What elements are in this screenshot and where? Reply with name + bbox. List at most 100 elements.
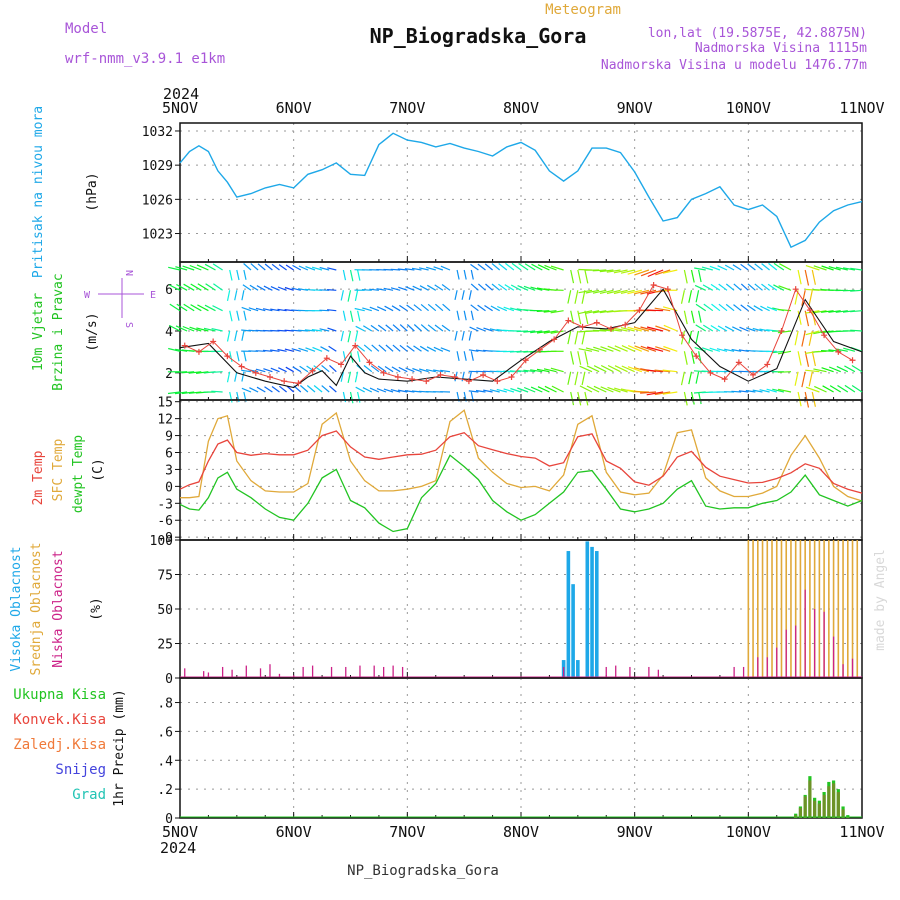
pressure-ylabel: Pritisak na nivou mora xyxy=(31,106,46,278)
wind-arrow xyxy=(278,264,287,271)
temp2m-ylabel: 2m Temp xyxy=(31,450,46,505)
wind-arrow xyxy=(821,265,834,271)
wind-arrow xyxy=(662,391,678,395)
y-tick-label: 75 xyxy=(157,569,173,584)
wind-arrow xyxy=(176,283,188,291)
wind-arrow xyxy=(614,387,628,393)
wind-arrow xyxy=(426,284,437,291)
wind-arrow xyxy=(530,330,543,334)
wind-arrow xyxy=(398,366,408,373)
cloud-high-ylabel: Visoka Oblacnost xyxy=(9,546,24,671)
wind-arrow xyxy=(229,351,233,363)
wind-arrow xyxy=(503,388,515,393)
wind-arrow xyxy=(633,289,650,295)
wind-arrow xyxy=(168,284,181,291)
wind-arrow xyxy=(419,345,429,352)
wind-arrow xyxy=(168,266,181,271)
wind-arrow xyxy=(504,284,515,291)
wind-arrow xyxy=(646,391,664,396)
wind-arrow xyxy=(690,269,695,283)
wind-arrow xyxy=(574,330,579,345)
wind-arrow xyxy=(477,283,486,291)
y-tick-label: .6 xyxy=(157,725,173,740)
wind-arrow xyxy=(470,304,479,312)
wind-max-point xyxy=(579,323,586,330)
wind-max-point xyxy=(636,307,643,314)
day-label: 8NOV xyxy=(503,99,539,117)
wind-arrow xyxy=(413,324,422,332)
wind-arrow xyxy=(277,348,287,352)
wind-arrow xyxy=(391,305,401,312)
precip-strat-bar xyxy=(827,786,831,818)
dewpt-line xyxy=(179,454,863,533)
model-altitude-label: Nadmorska Visina u modelu 1476.77m xyxy=(601,58,867,73)
wind-arrow xyxy=(299,365,309,373)
precip-ylabel: 1hr Precip (mm) xyxy=(112,689,127,806)
wind-arrow xyxy=(731,390,742,393)
panel-frame xyxy=(179,122,863,263)
wind-arrow xyxy=(544,385,557,393)
wind-arrow xyxy=(262,308,273,312)
wind-arrow xyxy=(695,290,700,303)
wind-arrow xyxy=(621,365,635,373)
wind-arrow xyxy=(468,390,479,393)
wind-arrow xyxy=(392,344,401,352)
wind-arrow xyxy=(329,385,337,393)
wind-arrow xyxy=(731,348,742,352)
wind-arrow xyxy=(279,385,287,393)
wind-arrow xyxy=(406,304,415,312)
wind-arrow xyxy=(766,306,778,312)
pressure-line xyxy=(179,132,863,249)
wind-arrow xyxy=(754,263,763,271)
wind-arrow xyxy=(837,384,849,393)
wind-arrow xyxy=(456,310,460,321)
wind-arrow xyxy=(702,347,713,352)
wind-arrow xyxy=(663,345,678,352)
wind-arrow xyxy=(808,371,813,387)
wind-arrow xyxy=(655,325,671,332)
wind-arrow xyxy=(182,325,195,332)
wind-arrow xyxy=(510,307,522,312)
wind-arrow xyxy=(662,369,678,373)
wind-arrow xyxy=(607,364,621,373)
wind-arrow xyxy=(212,305,223,312)
wind-arrow xyxy=(468,349,479,352)
wind-arrow xyxy=(808,290,813,306)
wind-arrow xyxy=(255,368,266,373)
wind-arrow xyxy=(620,269,635,274)
wind-arrow xyxy=(369,387,380,393)
wind-arrow xyxy=(211,390,223,393)
wind-arrow xyxy=(523,285,536,291)
wind-max-point xyxy=(664,286,671,293)
wind-arrow xyxy=(828,310,841,313)
wind-arrow xyxy=(463,351,467,361)
wind-arrow xyxy=(190,283,202,291)
wind-arrow xyxy=(236,269,240,281)
wind-arrow xyxy=(614,365,628,373)
wind-arrow xyxy=(523,386,536,393)
wind-arrow xyxy=(284,348,294,352)
wind-arrow xyxy=(695,330,700,344)
y-tick-label: -3 xyxy=(157,497,173,512)
wind-arrow xyxy=(613,269,628,274)
wind-arrow xyxy=(680,371,685,386)
wind-arrow xyxy=(435,303,444,312)
wind-arrow xyxy=(550,265,564,271)
y-tick-label: 1023 xyxy=(142,228,173,243)
compass-n: N xyxy=(123,270,134,276)
wind-max-point xyxy=(238,363,245,370)
wind-arrow xyxy=(581,330,586,345)
wind-arrow xyxy=(607,386,621,393)
wind-arrow xyxy=(747,283,756,291)
y-tick-label: 1029 xyxy=(142,159,173,174)
wind-arrow xyxy=(483,327,493,332)
wind-arrow xyxy=(567,371,572,385)
wind-arrow xyxy=(229,310,233,322)
wind-arrow xyxy=(313,365,323,373)
wind-arrow xyxy=(627,326,642,332)
wind-arrow xyxy=(777,371,792,373)
wind-arrow xyxy=(579,385,593,393)
wind-arrow xyxy=(497,305,508,312)
wind-arrow xyxy=(718,283,728,291)
wind-arrow xyxy=(805,386,820,393)
